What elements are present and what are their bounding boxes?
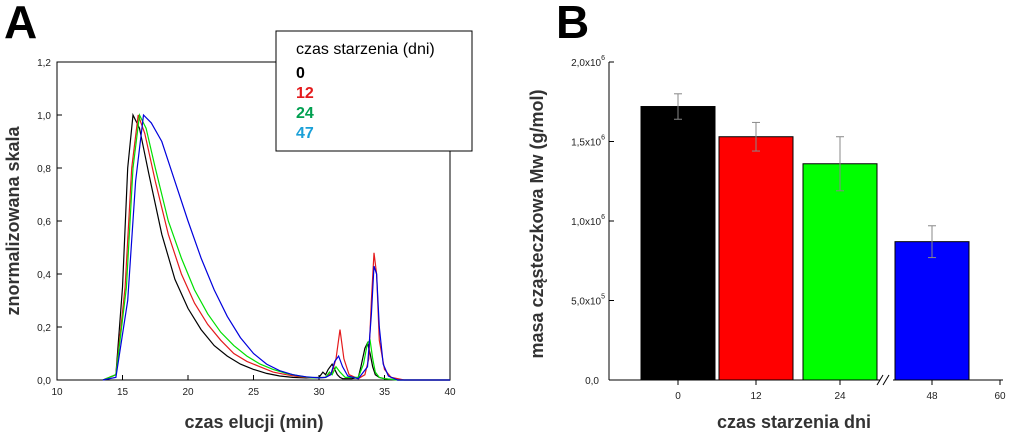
panel-label-b: B bbox=[556, 0, 589, 48]
bar-48 bbox=[894, 241, 970, 381]
x-tick-label-b: 12 bbox=[750, 391, 762, 402]
y-tick-mantissa: 5,0x10 bbox=[571, 297, 601, 308]
legend-entry-24: 24 bbox=[296, 105, 314, 122]
y-tick-mantissa: 1,5x10 bbox=[571, 138, 601, 149]
x-axis-title-b: czas starzenia dni bbox=[717, 412, 871, 432]
y-tick-exponent: 6 bbox=[601, 55, 605, 62]
x-tick-label-a: 35 bbox=[379, 387, 391, 398]
y-tick-label-a: 0,0 bbox=[37, 376, 51, 387]
x-tick-label-a: 10 bbox=[51, 387, 63, 398]
y-tick-exponent: 5 bbox=[601, 294, 605, 301]
panel-label-a: A bbox=[4, 0, 37, 48]
x-tick-label-b: 60 bbox=[994, 391, 1006, 402]
series-line-24 bbox=[102, 112, 450, 381]
bar-24 bbox=[802, 163, 878, 381]
legend-box bbox=[275, 30, 473, 152]
series-line-47 bbox=[102, 113, 450, 381]
x-tick-label-a: 20 bbox=[182, 387, 194, 398]
series-line-0 bbox=[102, 112, 450, 381]
axis-break-mark bbox=[876, 374, 884, 386]
legend-entry-12: 12 bbox=[296, 85, 314, 102]
y-tick-label-b: 1,0x106 bbox=[571, 214, 605, 228]
legend-title: czas starzenia (dni) bbox=[296, 41, 435, 58]
x-tick-label-a: 40 bbox=[444, 387, 456, 398]
y-tick-label-a: 0,2 bbox=[37, 323, 51, 334]
x-tick-label-a: 15 bbox=[117, 387, 129, 398]
y-tick-label-a: 0,4 bbox=[37, 270, 51, 281]
y-tick-label-a: 1,2 bbox=[37, 58, 51, 69]
y-tick-label-b: 1,5x106 bbox=[571, 135, 605, 149]
x-tick-label-b: 24 bbox=[834, 391, 846, 402]
y-tick-label-b: 5,0x105 bbox=[571, 294, 605, 308]
bar-12 bbox=[718, 136, 794, 381]
legend: czas starzenia (dni) 0 12 24 47 bbox=[275, 30, 473, 152]
y-tick-label-a: 0,8 bbox=[37, 164, 51, 175]
y-tick-exponent: 6 bbox=[601, 214, 605, 221]
y-tick-label-a: 1,0 bbox=[37, 111, 51, 122]
legend-entry-47: 47 bbox=[296, 125, 314, 142]
legend-entry-0: 0 bbox=[296, 65, 305, 82]
chart-a: 10 15 20 25 30 35 40 0,0 0,2 0,4 0,6 0,8 1,0 1,2 czas … bbox=[3, 30, 473, 432]
y-tick-label-b: 0,0 bbox=[585, 376, 599, 387]
y-axis-title-b: masa cząsteczkowa Mw (g/mol) bbox=[527, 89, 547, 358]
bar-0 bbox=[640, 106, 716, 381]
y-tick-mantissa: 2,0x10 bbox=[571, 58, 601, 69]
y-tick-label-b: 2,0x106 bbox=[571, 55, 605, 69]
y-tick-label-a: 0,6 bbox=[37, 217, 51, 228]
series-line-12 bbox=[102, 114, 450, 381]
y-tick-mantissa: 1,0x10 bbox=[571, 217, 601, 228]
y-tick-exponent: 6 bbox=[601, 135, 605, 142]
x-tick-label-a: 30 bbox=[313, 387, 325, 398]
y-tick-mantissa: 0,0 bbox=[585, 376, 599, 387]
x-axis-title-a: czas elucji (min) bbox=[184, 412, 323, 432]
x-tick-label-b: 48 bbox=[926, 391, 938, 402]
x-tick-label-a: 25 bbox=[248, 387, 260, 398]
axis-break-mark bbox=[882, 374, 890, 386]
x-tick-label-b: 0 bbox=[675, 391, 681, 402]
y-axis-title-a: znormalizowana skala bbox=[3, 125, 23, 315]
